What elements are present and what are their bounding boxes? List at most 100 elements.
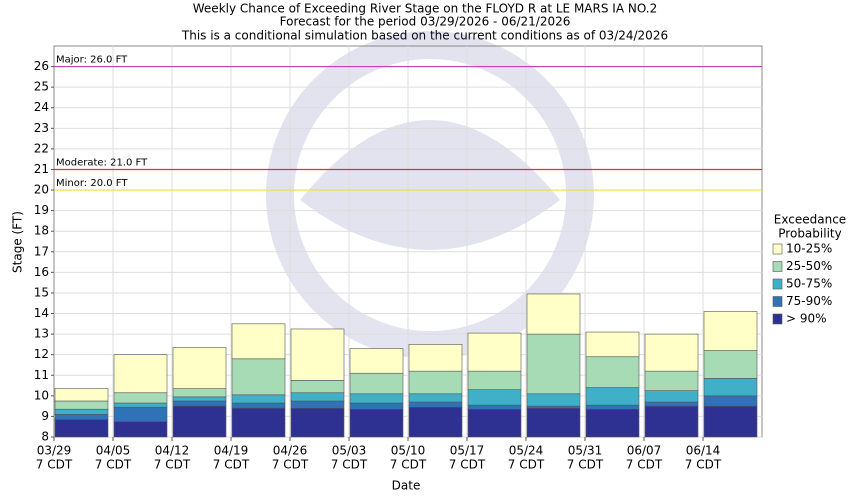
y-tick-label: 17 [34,244,49,258]
bar-segment [231,407,286,438]
x-tick-label: 05/10 [391,444,426,458]
bar-segment [585,331,640,358]
bar-segment [467,408,522,438]
bar-segment [54,414,109,420]
x-tick-label: 05/31 [568,444,603,458]
x-tick-label: 7 CDT [213,458,250,472]
x-tick-label: 05/03 [332,444,367,458]
bar-segment [349,402,404,410]
bar-segment [231,402,286,409]
bar-segment [54,408,109,415]
x-tick-label: 04/12 [155,444,190,458]
bar-segment [408,406,463,438]
x-tick-label: 04/05 [96,444,131,458]
bar-segment [408,401,463,408]
y-tick-label: 18 [34,224,49,238]
y-tick-label: 12 [34,347,49,361]
legend-swatch [772,261,783,272]
x-tick-label: 05/24 [509,444,544,458]
bar-segment [703,405,758,438]
chart-title: Weekly Chance of Exceeding River Stage o… [193,2,657,16]
y-tick-label: 16 [34,265,49,279]
bar-segment [644,405,699,438]
chart-subtitle: Forecast for the period 03/29/2026 - 06/… [280,15,571,29]
x-tick-label: 7 CDT [449,458,486,472]
legend-swatch [772,313,783,325]
threshold-label: Moderate: 21.0 FT [56,157,148,168]
bar-segment [644,370,699,391]
y-tick-label: 21 [34,162,49,176]
legend-swatch [772,278,783,290]
bar-segment [526,407,581,438]
bar-segment [467,370,522,390]
bar-segment [172,405,227,438]
x-tick-label: 7 CDT [154,458,191,472]
bar-segment [54,419,109,438]
bar-segment [526,405,581,409]
bar-segment [408,344,463,372]
chart-subtitle: This is a conditional simulation based o… [181,29,668,43]
legend-label: 75-90% [786,294,832,308]
bar-segment [349,348,404,374]
bar-segment [467,332,522,372]
x-tick-label: 7 CDT [508,458,545,472]
bar-segment [231,358,286,396]
x-tick-label: 7 CDT [95,458,132,472]
bar-segment [349,408,404,438]
y-tick-label: 25 [34,80,49,94]
bar-segment [172,400,227,407]
bar-segment [54,400,109,410]
y-tick-label: 14 [34,306,49,320]
bar-segment [703,378,758,397]
x-tick-label: 7 CDT [272,458,309,472]
bar-segment [467,404,522,410]
bar-segment [526,393,581,407]
bar-segment [231,323,286,360]
bar-segment [644,390,699,403]
bar-segment [408,370,463,395]
legend-label: 25-50% [786,259,832,273]
legend-title: Probability [778,227,841,241]
bar-segment [172,396,227,402]
y-tick-label: 24 [34,100,49,114]
y-axis-label: Stage (FT) [11,211,25,273]
y-tick-label: 10 [34,388,49,402]
bar-segment [585,387,640,406]
threshold-label: Minor: 20.0 FT [56,178,128,189]
x-tick-label: 7 CDT [390,458,427,472]
y-tick-label: 8 [41,430,49,444]
bar-segment [585,356,640,388]
x-tick-label: 06/07 [627,444,662,458]
y-tick-label: 11 [34,368,49,382]
bar-segment [113,406,168,422]
legend-swatch [772,296,783,307]
bar-segment [113,392,168,404]
threshold-label: Major: 26.0 FT [56,55,128,66]
x-tick-label: 04/26 [273,444,308,458]
legend-label: > 90% [786,312,827,326]
bar-segment [526,333,581,395]
y-tick-label: 9 [41,409,49,423]
bar-segment [172,347,227,389]
bar-segment [231,394,286,404]
bar-segment [585,408,640,438]
bar-segment [585,404,640,410]
bar-segment [172,388,227,398]
y-tick-label: 23 [34,121,49,135]
y-tick-label: 22 [34,141,49,155]
bar-segment [703,311,758,351]
y-tick-label: 19 [34,203,49,217]
bar-segment [408,393,463,403]
bar-segment [290,328,345,381]
legend-label: 50-75% [786,277,832,291]
bar-segment [644,333,699,372]
bar-segment [290,392,345,402]
y-tick-label: 13 [34,327,49,341]
bar-segment [290,400,345,409]
y-tick-label: 26 [34,59,49,73]
bar-segment [290,407,345,438]
bar-segment [54,388,109,402]
x-tick-label: 7 CDT [331,458,368,472]
bar-segment [703,395,758,407]
